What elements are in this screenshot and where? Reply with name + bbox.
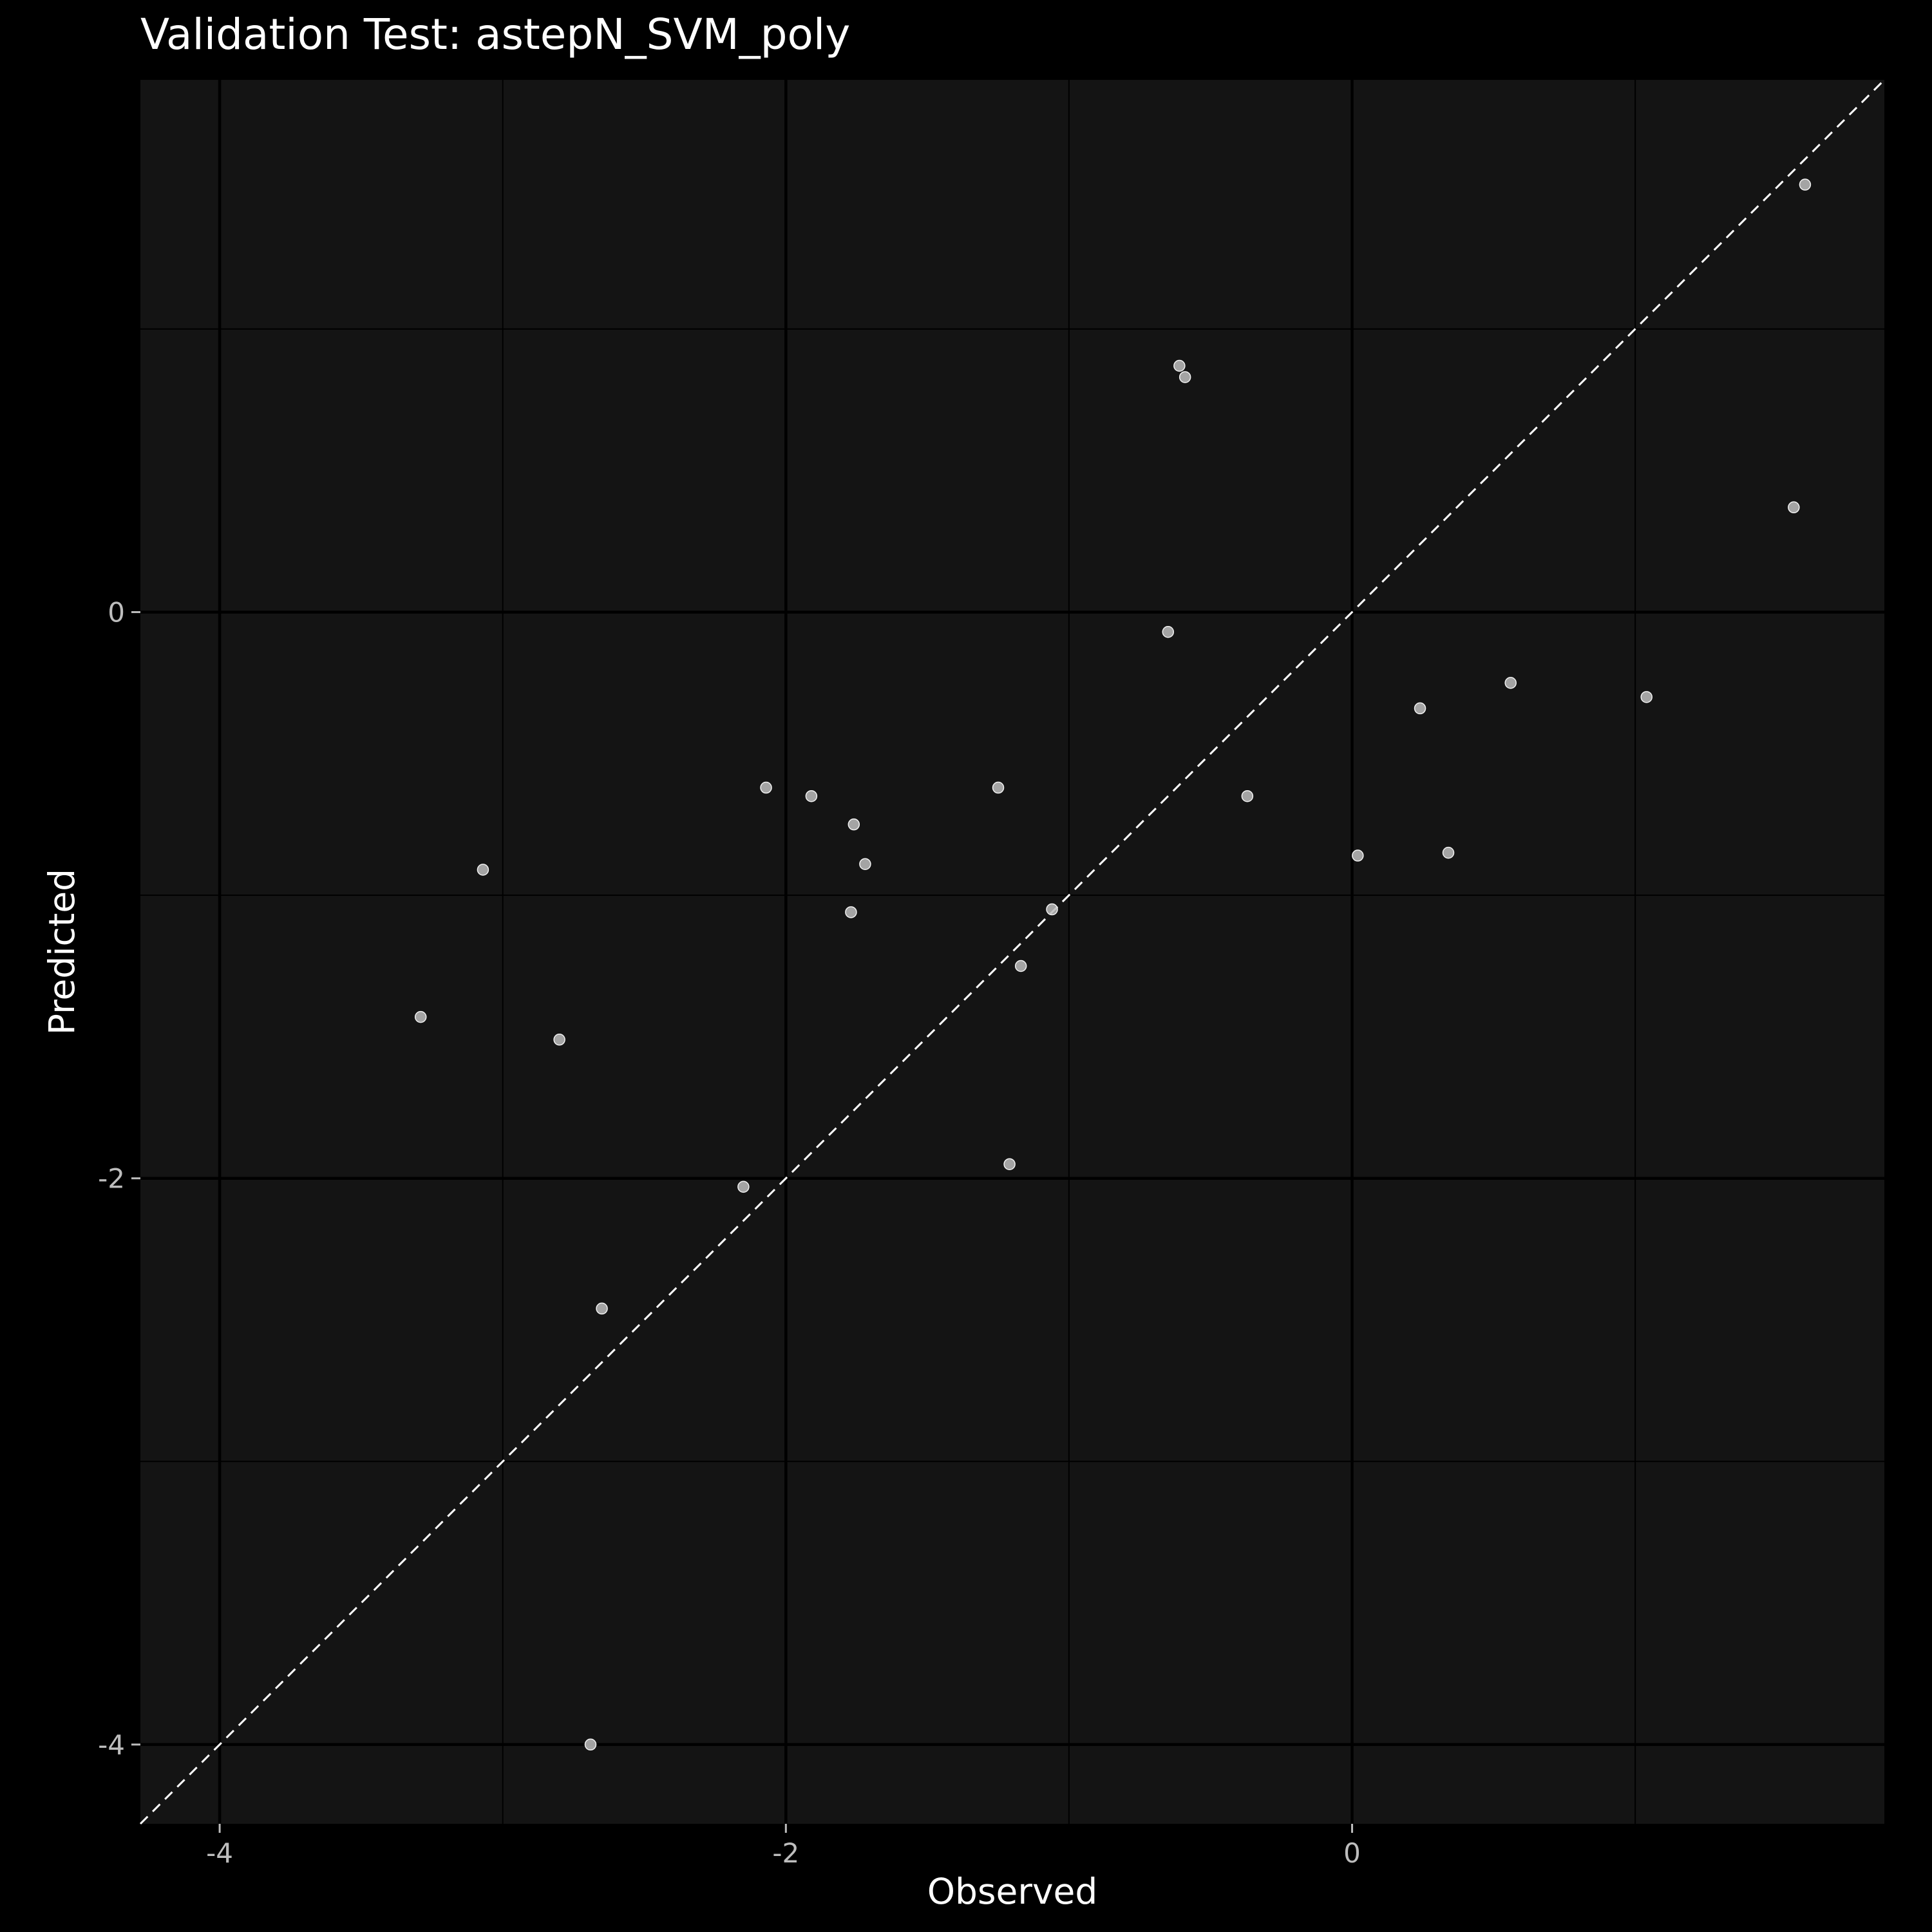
data-point bbox=[584, 1738, 597, 1751]
data-point bbox=[1241, 790, 1254, 802]
x-axis-title: Observed bbox=[927, 1871, 1098, 1912]
data-point bbox=[1640, 691, 1653, 703]
data-point bbox=[760, 781, 772, 794]
data-point bbox=[992, 781, 1005, 794]
y-tick-label: 0 bbox=[108, 596, 125, 628]
data-point bbox=[859, 858, 871, 870]
data-point bbox=[414, 1010, 427, 1023]
data-point bbox=[553, 1034, 565, 1046]
data-point bbox=[1046, 903, 1058, 916]
data-point bbox=[1788, 501, 1800, 514]
x-tick-label: 0 bbox=[1343, 1837, 1361, 1869]
x-tick-label: -2 bbox=[772, 1837, 799, 1869]
data-point bbox=[1162, 625, 1175, 638]
reference-line-group bbox=[139, 79, 1886, 1825]
chart-title: Validation Test: astepN_SVM_poly bbox=[140, 10, 850, 59]
grid-lines bbox=[140, 80, 1884, 1824]
data-point bbox=[1504, 677, 1517, 689]
axis-ticks: -4 -2 0 -4 -2 0 bbox=[98, 596, 1361, 1869]
data-point bbox=[805, 790, 818, 802]
x-tick-label: -4 bbox=[206, 1837, 233, 1869]
data-point bbox=[1799, 178, 1812, 191]
data-point bbox=[1014, 960, 1027, 972]
data-point bbox=[1003, 1158, 1016, 1170]
data-point bbox=[848, 818, 860, 831]
data-point bbox=[1179, 371, 1191, 383]
data-point bbox=[1173, 359, 1186, 372]
data-point bbox=[1442, 846, 1455, 859]
data-point bbox=[596, 1302, 608, 1315]
data-point bbox=[737, 1180, 750, 1193]
data-point bbox=[1352, 849, 1364, 862]
data-point bbox=[845, 906, 857, 918]
y-tick-label: -2 bbox=[98, 1163, 125, 1195]
data-point bbox=[1414, 702, 1426, 715]
data-point bbox=[477, 864, 489, 876]
identity-reference-line bbox=[139, 79, 1886, 1825]
y-axis-title: Predicted bbox=[41, 869, 82, 1035]
data-points bbox=[414, 178, 1812, 1751]
y-tick-label: -4 bbox=[98, 1729, 125, 1761]
